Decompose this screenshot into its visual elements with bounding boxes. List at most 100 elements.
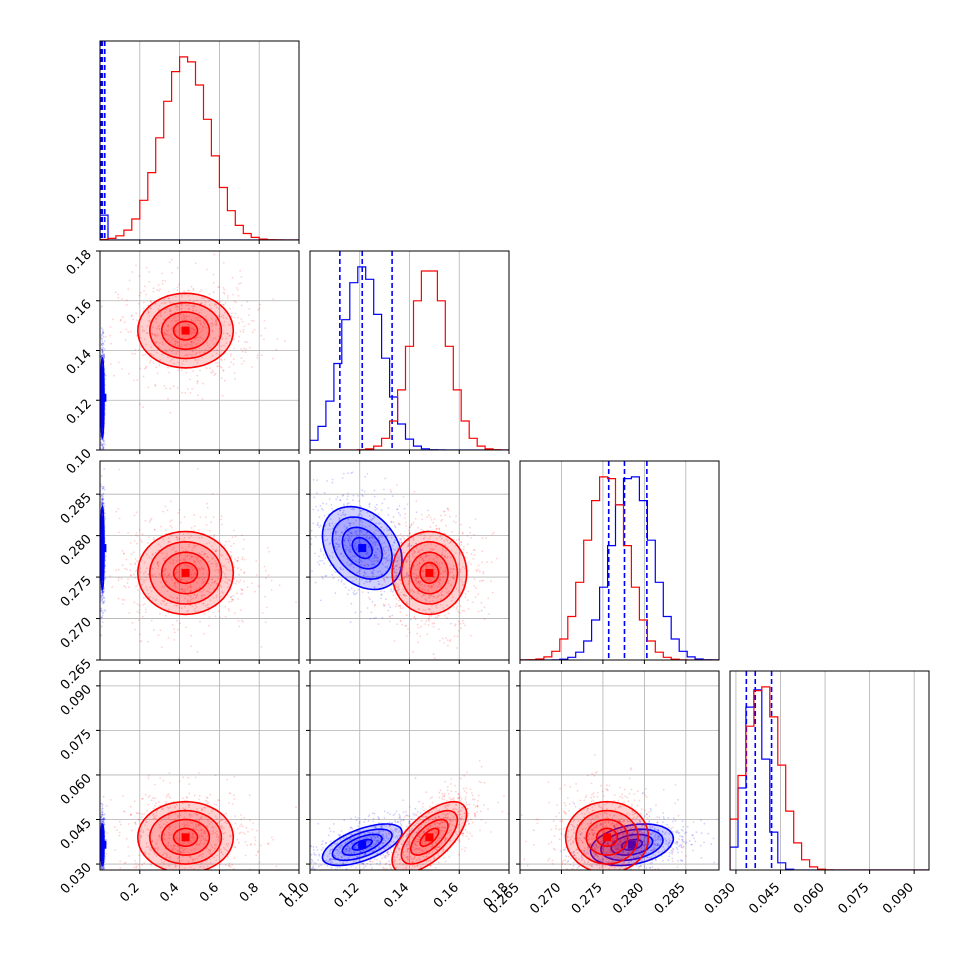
scatter-point	[185, 304, 188, 307]
scatter-point	[123, 553, 125, 555]
scatter-point	[271, 357, 274, 360]
scatter-point	[171, 319, 173, 322]
scatter-point	[427, 589, 429, 591]
scatter-point	[204, 301, 207, 303]
scatter-point	[400, 591, 403, 594]
scatter-point	[210, 371, 213, 374]
scatter-point	[393, 525, 396, 527]
scatter-point	[417, 581, 420, 584]
scatter-point	[193, 338, 196, 341]
scatter-point	[366, 531, 368, 534]
scatter-point	[102, 440, 105, 442]
scatter-point	[198, 332, 201, 334]
scatter-point	[207, 610, 210, 613]
scatter-point	[312, 522, 315, 525]
scatter-point	[442, 576, 445, 579]
scatter-point	[101, 350, 104, 353]
scatter-point	[337, 545, 340, 548]
scatter-point	[193, 320, 195, 323]
scatter-point	[101, 340, 103, 343]
scatter-point	[153, 333, 156, 336]
scatter-point	[432, 626, 435, 628]
scatter-point	[163, 559, 166, 562]
scatter-point	[369, 617, 372, 620]
scatter-point	[437, 580, 440, 583]
scatter-point	[402, 607, 405, 609]
scatter-point	[257, 309, 260, 311]
scatter-point	[101, 593, 104, 596]
scatter-point	[397, 563, 400, 565]
scatter-point	[403, 593, 406, 596]
scatter-point	[100, 355, 103, 357]
scatter-point	[356, 530, 358, 533]
scatter-point	[228, 579, 231, 582]
scatter-point	[339, 509, 342, 512]
scatter-point	[174, 320, 177, 322]
scatter-point	[196, 336, 199, 339]
scatter-point	[461, 581, 463, 583]
scatter-point	[143, 338, 146, 340]
scatter-point	[369, 518, 372, 521]
scatter-point	[464, 596, 467, 598]
scatter-point	[187, 304, 190, 307]
scatter-point	[151, 553, 154, 555]
scatter-point	[84, 319, 86, 321]
scatter-point	[171, 624, 174, 626]
scatter-point	[399, 607, 402, 609]
scatter-point	[355, 547, 358, 550]
scatter-point	[346, 546, 349, 549]
scatter-point	[311, 570, 313, 573]
scatter-point	[449, 639, 452, 641]
scatter-point	[412, 566, 414, 568]
scatter-point	[403, 537, 406, 540]
scatter-point	[399, 619, 402, 622]
scatter-point	[136, 542, 138, 545]
contour-panel-1-0	[84, 251, 299, 450]
scatter-point	[438, 578, 440, 581]
scatter-point	[441, 546, 444, 549]
scatter-point	[196, 581, 198, 584]
scatter-point	[218, 568, 221, 571]
scatter-point	[243, 571, 246, 574]
scatter-point	[417, 641, 420, 644]
scatter-point	[206, 606, 209, 609]
scatter-point	[197, 394, 200, 397]
scatter-point	[340, 580, 343, 583]
scatter-point	[179, 578, 182, 581]
scatter-point	[200, 597, 203, 599]
scatter-point	[377, 537, 380, 540]
scatter-point	[469, 634, 472, 637]
scatter-point	[181, 607, 183, 610]
scatter-point	[103, 818, 105, 821]
scatter-point	[165, 329, 168, 331]
scatter-point	[396, 508, 398, 511]
scatter-point	[451, 571, 454, 573]
scatter-point	[348, 550, 351, 553]
scatter-point	[182, 360, 185, 362]
scatter-point	[214, 569, 216, 572]
scatter-point	[101, 342, 104, 345]
scatter-point	[323, 514, 326, 517]
scatter-point	[330, 504, 333, 506]
scatter-point	[159, 331, 162, 333]
scatter-point	[200, 289, 203, 291]
scatter-point	[160, 602, 162, 605]
scatter-point	[414, 569, 417, 571]
scatter-point	[183, 317, 186, 320]
scatter-point	[447, 507, 449, 510]
scatter-point	[173, 362, 175, 365]
scatter-point	[382, 603, 385, 606]
scatter-point	[142, 615, 144, 618]
scatter-point	[164, 332, 167, 335]
scatter-point	[400, 554, 403, 556]
scatter-point	[442, 548, 444, 551]
scatter-point	[101, 503, 103, 506]
scatter-point	[371, 572, 373, 575]
scatter-point	[102, 867, 105, 869]
scatter-point	[372, 563, 375, 566]
scatter-point	[329, 518, 332, 521]
scatter-point	[140, 336, 142, 339]
scatter-point	[216, 562, 218, 565]
scatter-point	[237, 567, 240, 569]
scatter-point	[177, 344, 179, 347]
